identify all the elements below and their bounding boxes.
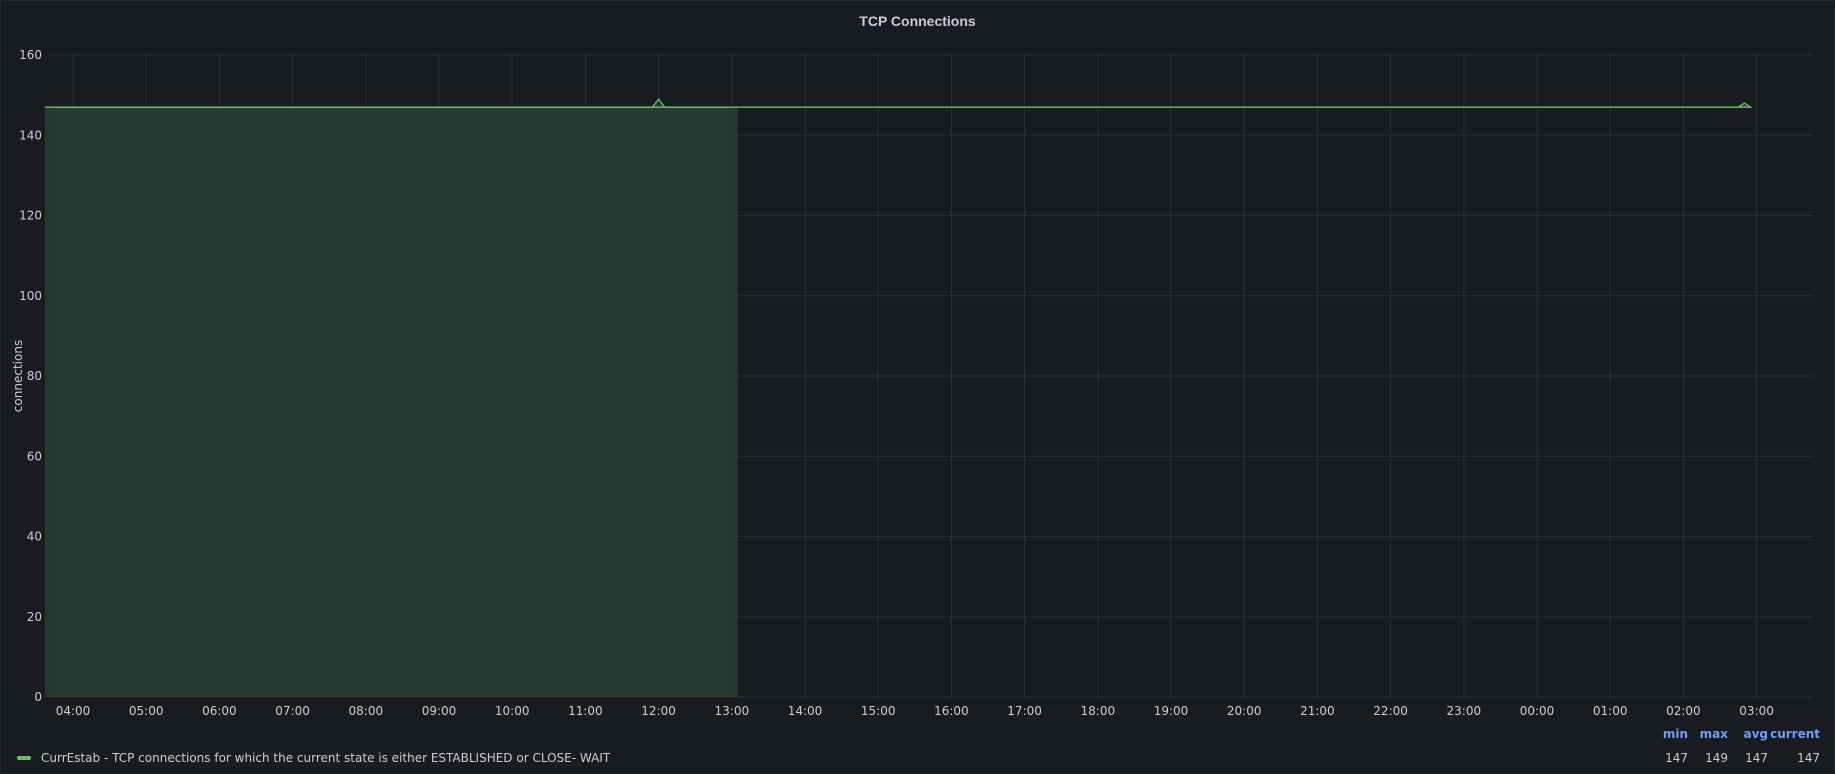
legend: min max avg current CurrEstab - TCP conn… <box>1 721 1834 771</box>
series-line[interactable] <box>58 98 726 108</box>
y-tick-label: 80 <box>27 369 42 383</box>
x-axis-ticks: 04:00 05:00 06:00 07:00 08:00 09:00 10:00 11:00… <box>56 704 1774 718</box>
legend-item[interactable]: CurrEstab - TCP connections for which th… <box>17 751 610 765</box>
y-tick-label: 140 <box>19 128 42 142</box>
x-tick-label: 19:00 <box>1154 704 1189 718</box>
x-tick-label: 05:00 <box>129 704 164 718</box>
x-tick-label: 20:00 <box>1227 704 1262 718</box>
x-tick-label: 08:00 <box>349 704 384 718</box>
y-tick-label: 0 <box>34 690 42 704</box>
series-line[interactable] <box>44 102 1753 108</box>
x-tick-label: 09:00 <box>422 704 457 718</box>
legend-header-current[interactable]: current <box>1770 727 1820 741</box>
x-tick-label: 00:00 <box>1520 704 1555 718</box>
legend-item-label[interactable]: CurrEstab - TCP connections for which th… <box>41 751 611 765</box>
panel-title[interactable]: TCP Connections <box>859 13 976 29</box>
x-tick-label: 01:00 <box>1593 704 1628 718</box>
y-axis-label: connections <box>11 340 25 412</box>
x-tick-label: 07:00 <box>275 704 310 718</box>
series-area-fill <box>44 103 1751 698</box>
legend-item-values: 147 149 147 147 <box>1650 751 1820 765</box>
legend-value-max: 149 <box>1705 751 1728 765</box>
x-tick-label: 13:00 <box>715 704 750 718</box>
x-tick-label: 04:00 <box>56 704 91 718</box>
x-tick-label: 06:00 <box>202 704 237 718</box>
legend-header: min max avg current <box>1650 727 1820 741</box>
series-lines <box>44 98 1753 108</box>
x-tick-label: 15:00 <box>861 704 896 718</box>
x-tick-label: 14:00 <box>788 704 823 718</box>
legend-header-avg[interactable]: avg <box>1743 727 1768 741</box>
y-tick-label: 60 <box>27 449 42 463</box>
x-tick-label: 10:00 <box>495 704 530 718</box>
chart-area[interactable]: 0 20 40 60 80 100 120 140 160 04:00 05:00 06:00 07:… <box>1 1 1834 721</box>
legend-header-min[interactable]: min <box>1662 727 1688 741</box>
legend-value-avg: 147 <box>1745 751 1768 765</box>
legend-color-swatch[interactable] <box>17 756 31 760</box>
y-tick-label: 100 <box>19 289 42 303</box>
legend-value-current: 147 <box>1797 751 1820 765</box>
x-tick-label: 17:00 <box>1007 704 1042 718</box>
x-tick-label: 03:00 <box>1739 704 1774 718</box>
legend-header-max[interactable]: max <box>1699 727 1728 741</box>
legend-value-min: 147 <box>1665 751 1688 765</box>
x-tick-label: 23:00 <box>1447 704 1482 718</box>
y-axis-ticks: 0 20 40 60 80 100 120 140 160 <box>19 48 42 704</box>
y-tick-label: 160 <box>19 48 42 62</box>
y-tick-label: 120 <box>19 209 42 223</box>
x-tick-label: 16:00 <box>934 704 969 718</box>
x-tick-label: 18:00 <box>1081 704 1116 718</box>
series-fill <box>44 99 1751 698</box>
y-tick-label: 20 <box>27 610 42 624</box>
x-tick-label: 12:00 <box>641 704 676 718</box>
x-tick-label: 02:00 <box>1666 704 1701 718</box>
x-tick-label: 11:00 <box>568 704 603 718</box>
x-tick-label: 21:00 <box>1300 704 1335 718</box>
x-tick-label: 22:00 <box>1373 704 1408 718</box>
y-tick-label: 40 <box>27 530 42 544</box>
